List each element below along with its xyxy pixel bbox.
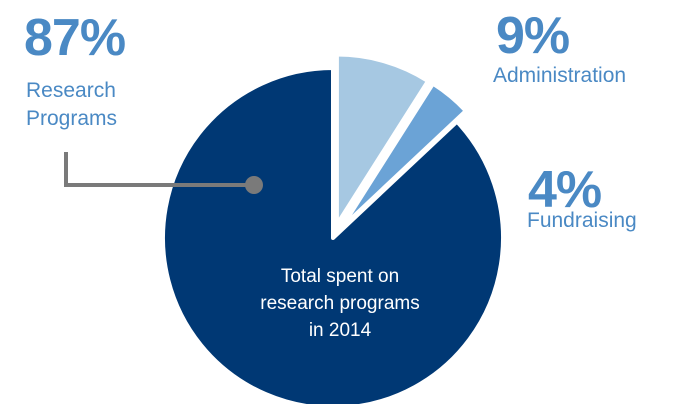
- pie-center-annotation-line-3: in 2014: [308, 320, 372, 341]
- pie-center-annotation: Total spent on research programs in 2014: [230, 263, 450, 344]
- research-category-label: Research Programs: [26, 77, 117, 133]
- administration-category-label: Administration: [493, 62, 626, 90]
- administration-category-label-line-1: Administration: [493, 64, 627, 87]
- pie-slice-research: [161, 66, 505, 404]
- research-category-label-line-1: Research: [26, 79, 116, 102]
- fundraising-category-label: Fundraising: [527, 207, 637, 235]
- pie-slice-administration: [334, 52, 430, 227]
- pie-center-annotation-line-1: Total spent on: [280, 266, 400, 287]
- administration-percent-label: 9%: [496, 7, 570, 65]
- research-connector-dot: [245, 176, 263, 194]
- research-connector-line: [64, 152, 254, 187]
- pie-slice-fundraising: [339, 81, 468, 230]
- pie-center-annotation-line-2: research programs: [260, 293, 420, 314]
- fundraising-percent-label: 4%: [528, 161, 602, 219]
- research-percent-label: 87%: [24, 9, 126, 67]
- fundraising-category-label-line-1: Fundraising: [527, 209, 637, 232]
- research-category-label-line-2: Programs: [26, 107, 118, 130]
